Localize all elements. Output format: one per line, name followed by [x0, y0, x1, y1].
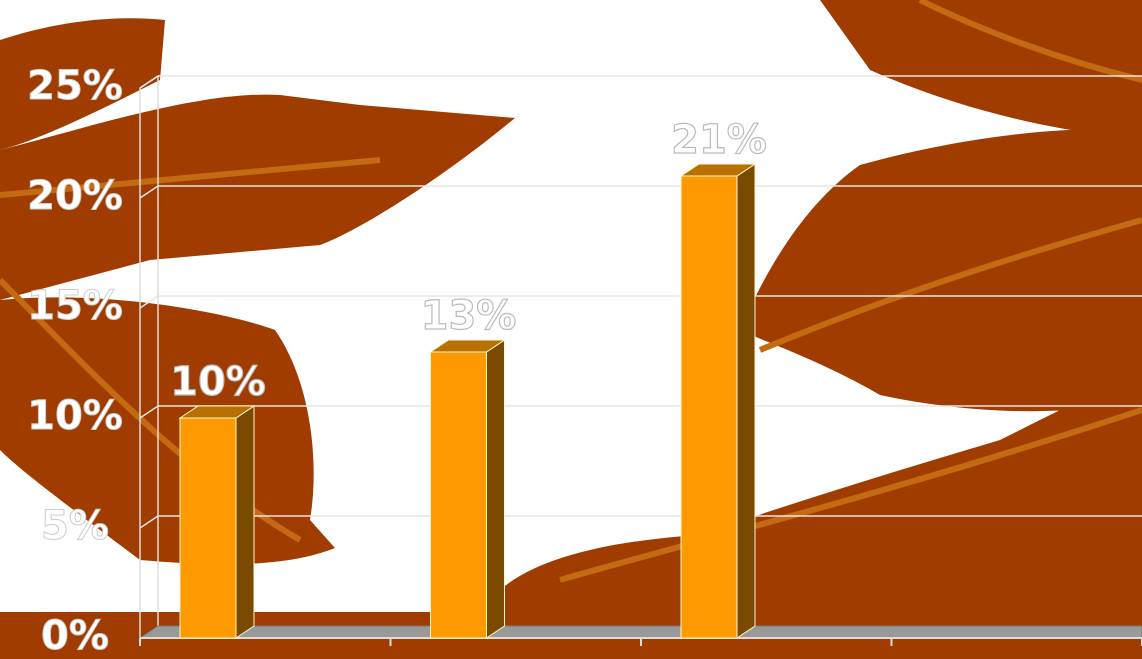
chart: 0% 5% 10% 15% 20% 25% 10% 13% 21%	[0, 0, 1142, 659]
bar-side	[487, 340, 505, 638]
y-tick-label: 5%	[41, 503, 109, 549]
y-tick-label: 10%	[27, 393, 123, 439]
bar	[681, 176, 737, 638]
background-leaves	[0, 0, 1142, 659]
floor	[140, 626, 1142, 638]
y-tick-label: 0%	[41, 613, 109, 659]
bar	[431, 352, 487, 638]
bar	[180, 418, 236, 638]
value-label: 13%	[421, 293, 517, 339]
y-tick-label: 25%	[27, 63, 123, 109]
value-label: 10%	[170, 359, 266, 405]
bar-side	[737, 164, 755, 638]
bar-side	[236, 406, 254, 638]
value-label: 21%	[671, 117, 767, 163]
y-tick-label: 20%	[27, 173, 123, 219]
y-tick-label: 15%	[27, 283, 123, 329]
